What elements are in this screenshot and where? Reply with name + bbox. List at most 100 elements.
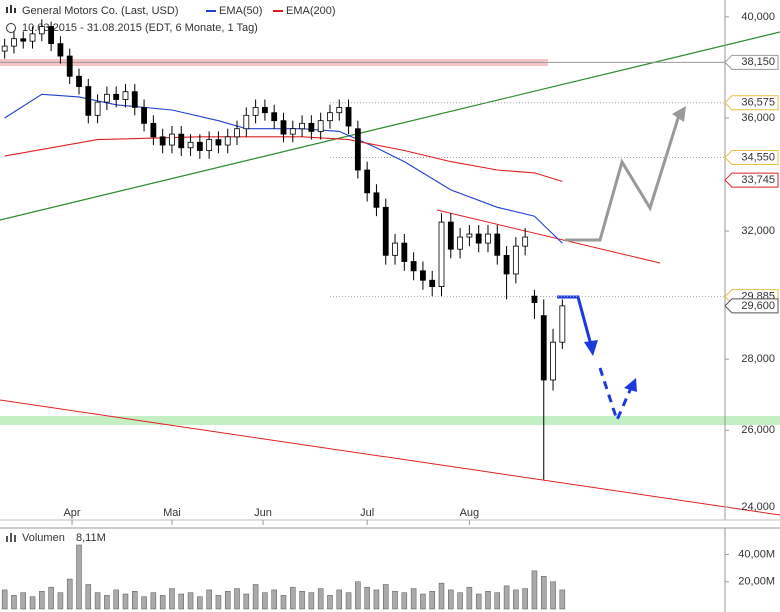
candle-body <box>196 141 203 151</box>
candle-body <box>94 101 101 116</box>
candle-body <box>373 192 380 208</box>
candle-body <box>85 86 92 116</box>
x-tick-label: Apr <box>63 507 80 519</box>
volume-title: Volumen <box>22 532 65 544</box>
chart-subtitle: 10.03.2015 - 31.08.2015 (EDT, 6 Monate, … <box>22 22 258 34</box>
candle-body <box>11 38 17 47</box>
volume-bar <box>85 584 92 610</box>
candle-body <box>475 233 482 244</box>
volume-bar <box>159 595 166 610</box>
volume-bar <box>197 596 203 610</box>
candle-body <box>466 233 473 238</box>
price-label: 33,745 <box>741 174 775 186</box>
trend-line <box>0 31 780 221</box>
candle-body <box>447 221 454 250</box>
candle-body <box>289 128 296 135</box>
trend-line <box>436 209 661 264</box>
volume-bar <box>169 588 175 610</box>
volume-bar <box>187 592 194 610</box>
volume-bar <box>410 588 417 610</box>
volume-bar <box>401 592 408 610</box>
volume-bar <box>559 589 566 610</box>
volume-bar <box>280 595 287 610</box>
volume-bar <box>503 585 510 610</box>
candle-body <box>169 133 175 146</box>
volume-bar <box>1 589 8 610</box>
candle-body <box>364 169 371 194</box>
candle-body <box>531 295 538 304</box>
candle-body <box>512 245 519 275</box>
volume-tick-label: 40,00M <box>738 548 775 560</box>
candle-body <box>354 128 361 171</box>
candle-body <box>1 45 8 52</box>
y-tick-label: 24,000 <box>741 501 775 513</box>
candle-body <box>243 114 250 130</box>
chart-title: General Motors Co. (Last, USD) <box>22 5 179 17</box>
volume-bar <box>224 591 231 610</box>
volume-bar <box>234 588 240 610</box>
forecast-arrow <box>565 111 682 242</box>
x-tick-label: Jun <box>254 507 272 519</box>
volume-bar <box>39 591 45 610</box>
candle-body <box>271 112 278 122</box>
candle-body <box>429 279 436 287</box>
volume-icon <box>6 533 16 542</box>
volume-bar <box>336 589 343 610</box>
candle-body <box>215 139 222 146</box>
volume-bar <box>290 586 296 610</box>
volume-bar <box>541 576 547 610</box>
candle-body <box>457 236 463 250</box>
price-label-box <box>724 54 779 70</box>
volume-bar <box>271 589 277 610</box>
candle-body <box>522 236 529 247</box>
volume-bar <box>355 581 361 610</box>
volume-bar <box>308 592 315 610</box>
volume-bar <box>522 588 528 610</box>
candle-body <box>103 93 110 103</box>
forecast-arrow <box>598 367 633 425</box>
candle-body <box>280 120 287 135</box>
volume-bar <box>243 593 250 610</box>
volume-bar <box>66 578 73 610</box>
candle-body <box>66 55 73 77</box>
candle-body <box>252 106 259 116</box>
volume-bar <box>327 595 333 610</box>
volume-bar <box>206 589 212 610</box>
candle-body <box>131 91 138 108</box>
candle-body <box>382 206 389 256</box>
legend-label: EMA(200) <box>286 5 336 17</box>
volume-bar <box>76 544 82 610</box>
volume-last: 8,11M <box>76 532 106 544</box>
candle-body <box>410 261 417 272</box>
volume-bar <box>178 593 184 610</box>
candle-body <box>438 221 445 287</box>
y-tick-label: 26,000 <box>741 424 775 436</box>
candle-body <box>308 122 315 132</box>
volume-bar <box>104 595 110 610</box>
volume-bar <box>448 589 454 610</box>
volume-bar <box>420 593 426 610</box>
candle-body <box>420 270 426 281</box>
volume-bar <box>373 589 380 610</box>
x-tick-label: Aug <box>460 507 480 519</box>
clock-icon <box>6 23 16 33</box>
candle-body <box>20 38 27 42</box>
volume-bar <box>11 595 17 610</box>
arrow-head <box>672 106 686 122</box>
volume-bar <box>392 591 398 610</box>
price-label-box <box>724 172 779 188</box>
candle-body <box>150 122 157 138</box>
volume-bar <box>429 591 435 610</box>
volume-bar <box>345 592 352 610</box>
volume-bar <box>457 592 463 610</box>
volume-bar <box>317 588 324 610</box>
candle-body <box>38 26 45 35</box>
price-label: 29,600 <box>741 300 775 312</box>
candle-body <box>141 106 147 124</box>
price-label: 36,575 <box>741 97 775 109</box>
candle-body <box>48 26 55 45</box>
volume-bar <box>382 584 389 610</box>
volume-bar <box>299 591 305 610</box>
candle-body <box>540 315 547 381</box>
